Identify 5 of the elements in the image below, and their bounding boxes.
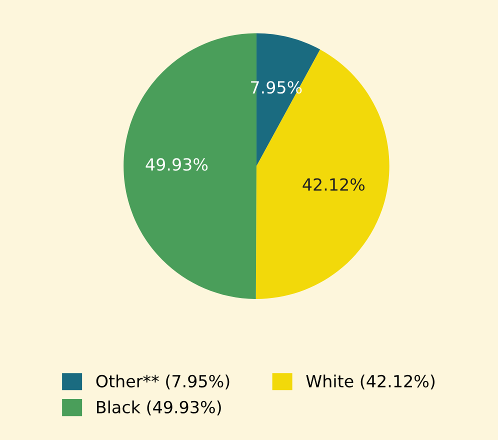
legend-label: White (42.12%) [306,374,435,390]
data-label: 42.12% [302,178,365,191]
legend-label: Black (49.93%) [97,400,221,416]
legend-label: Other** (7.95%) [96,374,230,390]
data-label: 49.93% [146,158,208,171]
